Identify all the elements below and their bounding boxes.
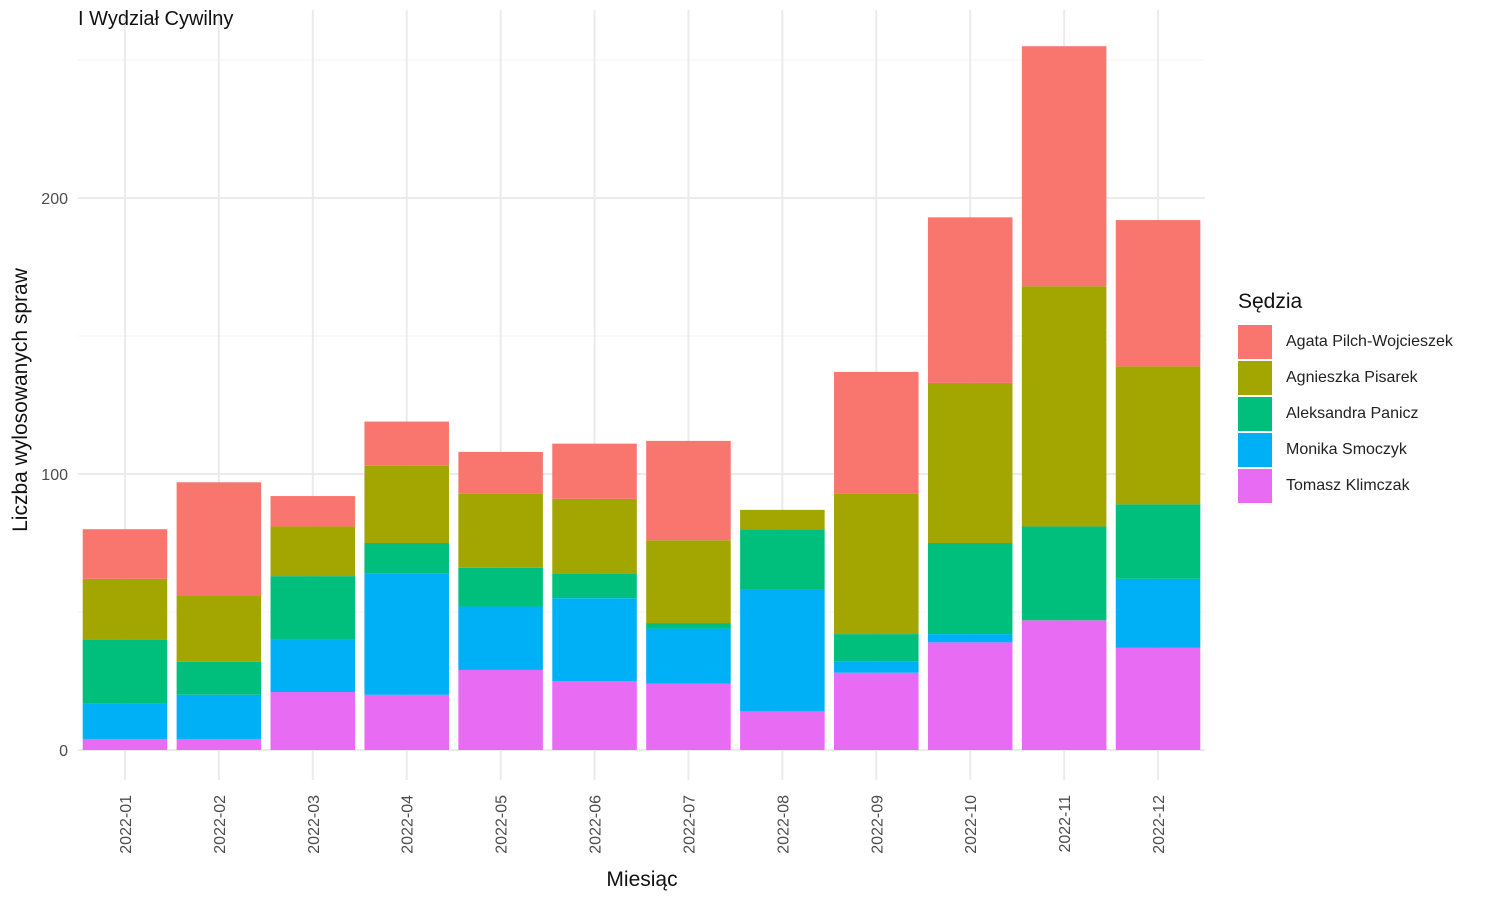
bar-segment xyxy=(270,576,356,640)
bar-segment xyxy=(1115,578,1201,648)
bar-segment xyxy=(176,738,262,750)
bar-segment xyxy=(552,598,637,681)
bar-segment xyxy=(927,642,1013,750)
x-tick-label: 2022-04 xyxy=(400,795,417,854)
bar-segment xyxy=(834,634,919,662)
x-tick-label: 2022-06 xyxy=(588,795,605,854)
legend-item: Agata Pilch-Wojcieszek xyxy=(1238,324,1453,360)
bar-segment xyxy=(364,694,449,750)
bar-segment xyxy=(176,694,262,739)
bar-segment xyxy=(740,509,825,530)
bar-segment xyxy=(458,567,543,607)
y-tick-label: 100 xyxy=(41,467,68,484)
bar-segment xyxy=(646,683,731,750)
bar-segment xyxy=(82,738,168,750)
bar-segment xyxy=(740,711,825,750)
x-tick-label: 2022-03 xyxy=(306,795,323,854)
x-tick-label: 2022-07 xyxy=(681,795,698,854)
legend-label: Aleksandra Panicz xyxy=(1286,405,1419,422)
legend-item: Tomasz Klimczak xyxy=(1238,468,1453,504)
legend-title: Sędzia xyxy=(1238,290,1303,313)
bar-segment xyxy=(552,681,637,750)
bar-segment xyxy=(364,573,449,695)
bar-segment xyxy=(834,672,919,750)
legend-item: Monika Smoczyk xyxy=(1238,432,1453,468)
bar-segment xyxy=(82,703,168,739)
bar-segment xyxy=(270,692,356,750)
bar-segment xyxy=(552,498,637,574)
legend-item: Aleksandra Panicz xyxy=(1238,396,1453,432)
x-tick-label: 2022-12 xyxy=(1151,795,1168,854)
x-tick-label: 2022-08 xyxy=(775,795,792,854)
legend-key xyxy=(1238,397,1272,431)
bar-segment xyxy=(1021,620,1107,750)
bar-segment xyxy=(364,421,449,466)
bar-segment xyxy=(927,634,1013,643)
y-tick-label: 200 xyxy=(41,191,68,208)
bar-segment xyxy=(646,440,731,541)
legend-label: Monika Smoczyk xyxy=(1286,441,1407,458)
bar-segment xyxy=(552,573,637,599)
x-tick-label: 2022-10 xyxy=(963,795,980,854)
bar-segment xyxy=(740,589,825,712)
bar-segment xyxy=(927,217,1013,383)
y-tick-label: 0 xyxy=(59,743,68,760)
bar-segment xyxy=(82,578,168,640)
bar-segment xyxy=(1115,366,1201,505)
bar-segment xyxy=(458,606,543,670)
bar-segment xyxy=(1021,46,1107,287)
bar-segment xyxy=(1115,504,1201,579)
legend-label: Tomasz Klimczak xyxy=(1286,477,1410,494)
legend-key xyxy=(1238,361,1272,395)
x-tick-label: 2022-09 xyxy=(869,795,886,854)
bar-segment xyxy=(646,540,731,624)
bar-segment xyxy=(176,595,262,662)
legend-label: Agata Pilch-Wojcieszek xyxy=(1286,333,1453,350)
bar-segment xyxy=(270,639,356,693)
bar-segment xyxy=(458,451,543,494)
bar-segment xyxy=(364,543,449,574)
bar-segment xyxy=(646,628,731,684)
bar-segment xyxy=(646,623,731,629)
bar-segment xyxy=(458,493,543,568)
y-tick-labels: 0 100 200 xyxy=(41,191,68,760)
bar-segment xyxy=(740,529,825,590)
bar-segment xyxy=(552,443,637,499)
y-axis-label: Liczba wylosowanych spraw xyxy=(9,267,32,532)
bar-segment xyxy=(364,465,449,543)
legend-label: Agnieszka Pisarek xyxy=(1286,369,1418,386)
bar-segment xyxy=(834,661,919,673)
chart-title: I Wydział Cywilny xyxy=(78,8,234,30)
bar-segment xyxy=(82,529,168,579)
bar-segment xyxy=(270,526,356,577)
bar-segment xyxy=(834,493,919,635)
legend-key xyxy=(1238,325,1272,359)
bar-segment xyxy=(927,382,1013,543)
legend-key xyxy=(1238,469,1272,503)
x-tick-label: 2022-11 xyxy=(1057,795,1074,853)
x-tick-label: 2022-01 xyxy=(118,795,135,854)
x-axis-label: Miesiąc xyxy=(606,868,677,891)
bar-segment xyxy=(176,661,262,695)
legend-items: Agata Pilch-Wojcieszek Agnieszka Pisarek A… xyxy=(1238,324,1453,504)
bar-segment xyxy=(176,482,262,596)
bar-segment xyxy=(1115,647,1201,750)
bar-segment xyxy=(927,543,1013,635)
legend-key xyxy=(1238,433,1272,467)
bar-segment xyxy=(834,371,919,494)
x-tick-label: 2022-05 xyxy=(494,795,511,854)
bar-segment xyxy=(1021,526,1107,621)
bar-segment xyxy=(1115,220,1201,367)
bar-segment xyxy=(82,639,168,704)
bars xyxy=(82,46,1201,750)
bar-segment xyxy=(270,496,356,527)
legend: Sędzia Agata Pilch-Wojcieszek Agnieszka P… xyxy=(1238,290,1453,504)
bar-segment xyxy=(1021,286,1107,527)
x-tick-label: 2022-02 xyxy=(212,795,229,854)
x-tick-labels: 2022-01 2022-02 2022-03 2022-04 2022-05 2022-… xyxy=(118,795,1168,854)
legend-item: Agnieszka Pisarek xyxy=(1238,360,1453,396)
bar-segment xyxy=(458,669,543,750)
